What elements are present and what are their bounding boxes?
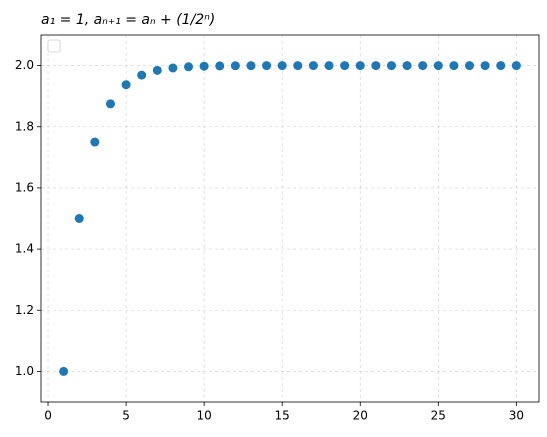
y-tick-label: 1.0 [15,364,34,378]
point [402,61,412,71]
point [371,61,381,71]
point [433,61,443,71]
point [496,61,506,71]
point [246,61,256,71]
x-tick-label: 25 [431,409,446,423]
point [168,63,178,73]
point [137,70,147,80]
x-tick-label: 0 [44,409,52,423]
y-tick-label: 1.8 [15,119,34,133]
y-tick-label: 2.0 [15,58,34,72]
x-tick-label: 5 [122,409,130,423]
point [308,61,318,71]
point [199,61,209,71]
point [511,61,521,71]
point [355,61,365,71]
legend-box [47,39,61,53]
y-tick-label: 1.4 [15,242,34,256]
y-tick-label: 1.6 [15,180,34,194]
x-tick-label: 10 [196,409,211,423]
point [152,65,162,75]
point [121,80,131,90]
point [340,61,350,71]
point [105,99,115,109]
point [480,61,490,71]
point [465,61,475,71]
x-tick-label: 30 [509,409,524,423]
point [324,61,334,71]
point [230,61,240,71]
point [74,214,84,223]
plot-frame [40,34,540,403]
point [418,61,428,71]
point [277,61,287,71]
point [293,61,303,71]
point [90,137,100,147]
x-tick-label: 20 [353,409,368,423]
point [215,61,225,71]
point [449,61,459,71]
y-tick-label: 1.2 [15,303,34,317]
point [59,366,69,376]
point [386,61,396,71]
point [262,61,272,71]
point [184,62,194,72]
chart-title: a₁ = 1, aₙ₊₁ = aₙ + (1/2ⁿ) [41,12,215,28]
x-tick-label: 15 [275,409,290,423]
